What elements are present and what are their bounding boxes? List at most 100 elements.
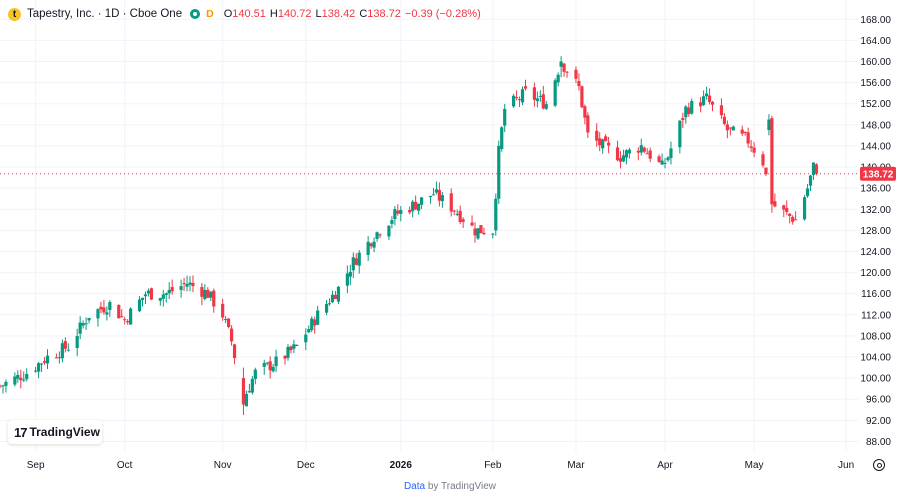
candle-body <box>310 318 314 331</box>
candle-body <box>241 378 246 405</box>
watermark-text: TradingView <box>29 425 100 439</box>
candle-body <box>497 145 501 199</box>
candle-body <box>731 126 735 131</box>
candle <box>538 90 542 102</box>
candle-body <box>396 210 400 214</box>
candle-body <box>45 355 50 364</box>
candle-body <box>678 120 682 148</box>
candle-body <box>336 286 341 302</box>
candle-body <box>740 129 744 134</box>
footer-by-text: by TradingView <box>427 481 497 492</box>
candle-body <box>607 142 611 146</box>
candle <box>473 222 477 243</box>
candle <box>22 371 26 383</box>
ohlc-high: H140.72 <box>269 8 312 20</box>
candle-body <box>728 127 732 129</box>
ohlc-close: C138.72 <box>359 8 401 20</box>
candle <box>393 206 397 226</box>
candle-body <box>78 322 82 334</box>
candle-body <box>615 147 620 161</box>
candle <box>814 163 819 176</box>
x-tick-label: Feb <box>484 460 502 471</box>
candle <box>78 316 82 340</box>
candle <box>369 242 373 249</box>
candle <box>333 290 338 300</box>
symbol-title[interactable]: Tapestry, Inc. · 1D · Cboe One <box>27 8 183 20</box>
candle <box>476 228 480 241</box>
candle <box>45 349 50 369</box>
candle-body <box>449 193 453 212</box>
data-link[interactable]: Data <box>403 481 426 492</box>
candle <box>645 148 649 155</box>
y-tick-label: 96.00 <box>866 395 891 406</box>
y-tick-label: 168.00 <box>860 15 891 26</box>
candle <box>636 147 640 161</box>
candle-body <box>393 209 397 220</box>
delayed-data-badge[interactable]: D <box>206 8 214 20</box>
candle-body <box>535 98 539 102</box>
candle <box>684 105 688 124</box>
y-tick-label: 100.00 <box>860 374 891 385</box>
candle <box>752 141 756 158</box>
candle <box>666 156 670 162</box>
candle-body <box>690 101 694 114</box>
candle <box>500 126 504 152</box>
candle <box>704 86 709 100</box>
candle-body <box>224 319 228 321</box>
candle-body <box>482 232 486 235</box>
candle-body <box>75 336 79 349</box>
x-tick-label: May <box>745 460 764 471</box>
candle-body <box>390 220 394 224</box>
candle-body <box>434 189 439 193</box>
candle-body <box>574 69 578 79</box>
candle <box>316 305 320 326</box>
candle-body <box>785 208 789 213</box>
y-tick-label: 112.00 <box>861 310 891 321</box>
candle-body <box>782 205 786 210</box>
candle <box>19 369 23 389</box>
candle-body <box>333 294 338 300</box>
settings-gear-icon[interactable] <box>873 459 885 471</box>
ohlc-low: L138.42 <box>315 8 356 20</box>
candle-body <box>648 150 652 159</box>
x-tick-label: Sep <box>27 460 45 471</box>
candle-body <box>366 241 370 255</box>
tradingview-watermark[interactable]: 17 TradingView <box>8 420 102 444</box>
candle-body <box>455 213 459 215</box>
candle <box>731 125 735 131</box>
candle <box>161 289 165 307</box>
candle-body <box>247 391 251 393</box>
ohlc-open: O140.51 <box>223 8 266 20</box>
candle-body <box>512 95 516 107</box>
candle-body <box>348 271 352 277</box>
candle <box>54 353 59 359</box>
y-tick-label: 148.00 <box>860 120 891 131</box>
candle-body <box>419 197 424 205</box>
candle-body <box>227 318 231 327</box>
candle-body <box>660 160 664 165</box>
candle-body <box>117 304 121 319</box>
candle-body <box>411 201 415 212</box>
candle-body <box>791 216 795 222</box>
candle <box>66 343 70 352</box>
candle <box>105 306 109 321</box>
candle <box>289 345 293 354</box>
candle <box>648 147 652 163</box>
candle-body <box>167 289 171 294</box>
candle-body <box>372 241 376 248</box>
candle-body <box>458 210 462 223</box>
candle-body <box>268 361 272 371</box>
candle <box>108 300 112 317</box>
footer-attribution: Data by TradingView <box>0 481 900 492</box>
candle <box>366 236 370 261</box>
candle-body <box>357 252 361 266</box>
candle <box>1 384 5 394</box>
candle <box>250 376 254 395</box>
candle <box>274 349 278 373</box>
last-price-label: 138.72 <box>863 169 894 180</box>
candle <box>461 217 465 228</box>
y-tick-label: 124.00 <box>860 247 891 258</box>
candle <box>357 250 361 274</box>
candle <box>440 191 444 208</box>
